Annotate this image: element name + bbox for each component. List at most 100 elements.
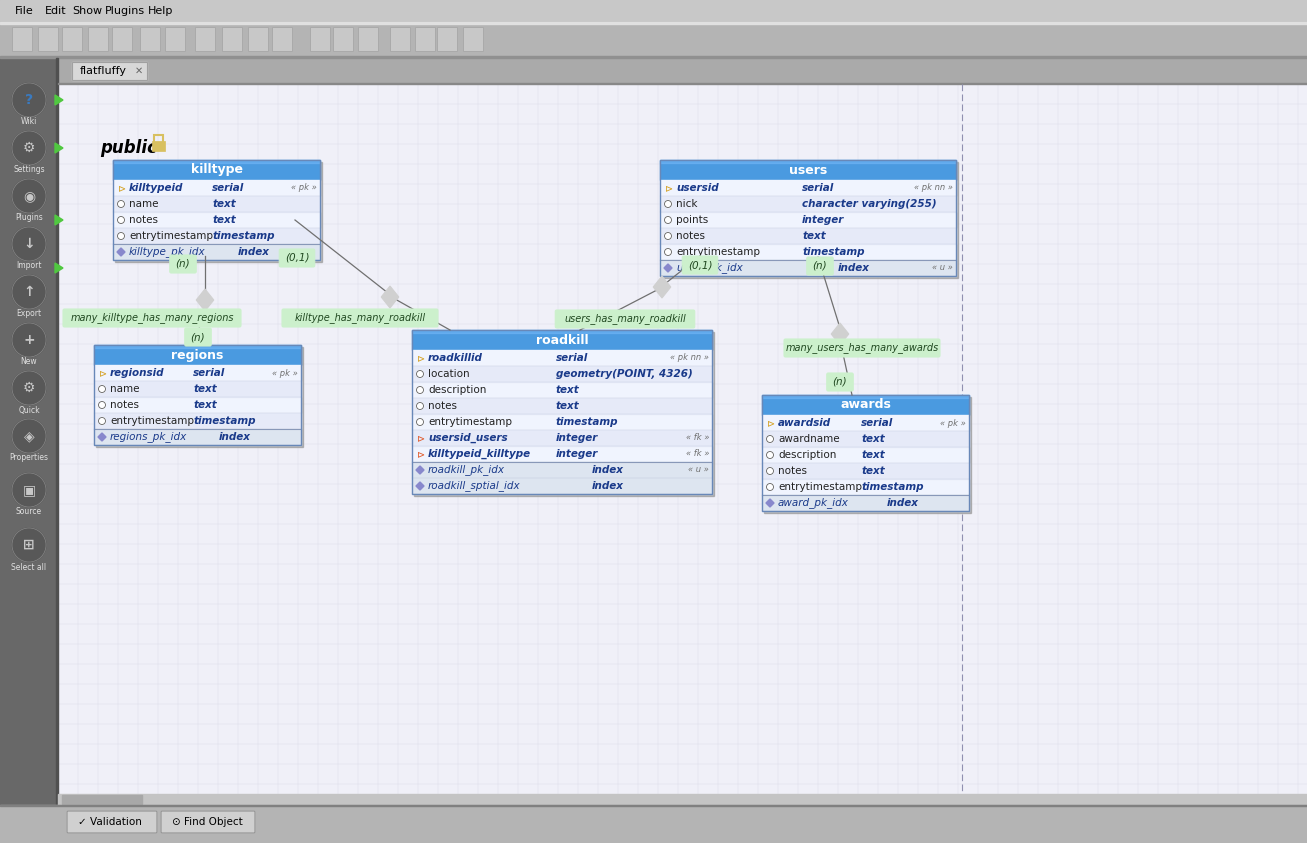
Text: Source: Source <box>16 507 42 517</box>
Bar <box>38 27 58 51</box>
Bar <box>0 22 1307 58</box>
Polygon shape <box>831 323 848 345</box>
Text: Plugins: Plugins <box>16 213 43 223</box>
Text: ⊙ Find Object: ⊙ Find Object <box>173 817 243 827</box>
Text: ⊞: ⊞ <box>24 538 35 552</box>
Text: timestamp: timestamp <box>555 417 618 427</box>
Text: Quick: Quick <box>18 405 39 415</box>
Text: ◉: ◉ <box>24 189 35 203</box>
Text: « fk »: « fk » <box>686 433 708 443</box>
Bar <box>416 27 435 51</box>
Text: ⊳: ⊳ <box>99 368 107 378</box>
Text: timestamp: timestamp <box>212 231 274 241</box>
Bar <box>416 27 435 51</box>
Text: public: public <box>101 139 157 157</box>
Circle shape <box>12 528 46 562</box>
Bar <box>762 495 968 511</box>
Text: ▣: ▣ <box>22 483 35 497</box>
Bar <box>660 160 955 163</box>
FancyBboxPatch shape <box>682 256 718 274</box>
Bar <box>333 27 353 51</box>
Text: « pk »: « pk » <box>291 184 318 192</box>
Text: (n): (n) <box>833 377 847 387</box>
Text: notes: notes <box>778 466 806 476</box>
Text: Export: Export <box>17 309 42 319</box>
Text: ⚙: ⚙ <box>22 141 35 155</box>
Bar <box>358 27 378 51</box>
Bar <box>140 27 159 51</box>
Bar <box>412 430 712 446</box>
Bar <box>61 27 82 51</box>
Text: ✕: ✕ <box>135 66 142 76</box>
Bar <box>94 381 301 397</box>
Text: character varying(255): character varying(255) <box>802 199 937 209</box>
Text: awardname: awardname <box>778 434 839 444</box>
Text: nick: nick <box>676 199 698 209</box>
Bar <box>272 27 291 51</box>
Text: « pk nn »: « pk nn » <box>914 184 953 192</box>
Text: Wiki: Wiki <box>21 117 37 126</box>
Bar <box>112 160 320 180</box>
FancyBboxPatch shape <box>555 310 695 328</box>
Bar <box>0 805 1307 843</box>
Text: usersid: usersid <box>676 183 719 193</box>
Text: +: + <box>24 333 35 347</box>
Circle shape <box>12 83 46 117</box>
Polygon shape <box>654 276 670 298</box>
Polygon shape <box>55 143 63 153</box>
Text: serial: serial <box>861 418 894 428</box>
FancyBboxPatch shape <box>827 373 853 391</box>
Circle shape <box>766 436 774 443</box>
Bar <box>12 27 31 51</box>
Text: integer: integer <box>555 433 599 443</box>
Text: text: text <box>193 400 217 410</box>
Bar <box>58 794 1307 805</box>
Text: awardsid: awardsid <box>778 418 831 428</box>
Polygon shape <box>55 95 63 105</box>
Circle shape <box>98 417 106 425</box>
Polygon shape <box>118 248 125 256</box>
Bar <box>358 27 378 51</box>
Circle shape <box>12 131 46 165</box>
Circle shape <box>12 419 46 453</box>
Bar <box>61 795 142 804</box>
Polygon shape <box>766 499 774 507</box>
Text: New: New <box>21 357 38 367</box>
Polygon shape <box>416 482 423 490</box>
Circle shape <box>417 386 423 394</box>
Text: Help: Help <box>148 6 174 16</box>
Text: notes: notes <box>129 215 158 225</box>
Bar <box>56 58 58 843</box>
Bar <box>310 27 329 51</box>
Bar <box>72 62 146 80</box>
Bar <box>463 27 484 51</box>
Bar <box>762 415 968 495</box>
Bar <box>112 27 132 51</box>
Text: killtypeid: killtypeid <box>129 183 183 193</box>
Bar <box>112 27 132 51</box>
Bar <box>412 366 712 382</box>
Circle shape <box>12 179 46 213</box>
Text: timestamp: timestamp <box>193 416 256 426</box>
Circle shape <box>98 401 106 409</box>
Bar <box>389 27 410 51</box>
Text: « u »: « u » <box>932 264 953 272</box>
Text: roadkillid: roadkillid <box>427 353 482 363</box>
Text: ?: ? <box>25 93 33 107</box>
FancyBboxPatch shape <box>67 811 157 833</box>
Circle shape <box>118 233 124 239</box>
Text: « fk »: « fk » <box>686 449 708 459</box>
Text: ⊳: ⊳ <box>417 353 425 363</box>
Bar <box>195 27 214 51</box>
FancyBboxPatch shape <box>784 339 940 357</box>
Polygon shape <box>55 263 63 273</box>
Text: killtype_pk_idx: killtype_pk_idx <box>129 246 205 257</box>
Bar <box>463 27 484 51</box>
Polygon shape <box>416 466 423 474</box>
Bar <box>333 27 353 51</box>
Bar <box>94 345 301 365</box>
Text: Edit: Edit <box>44 6 67 16</box>
Text: Properties: Properties <box>9 454 48 463</box>
Bar <box>88 27 108 51</box>
Circle shape <box>766 484 774 491</box>
